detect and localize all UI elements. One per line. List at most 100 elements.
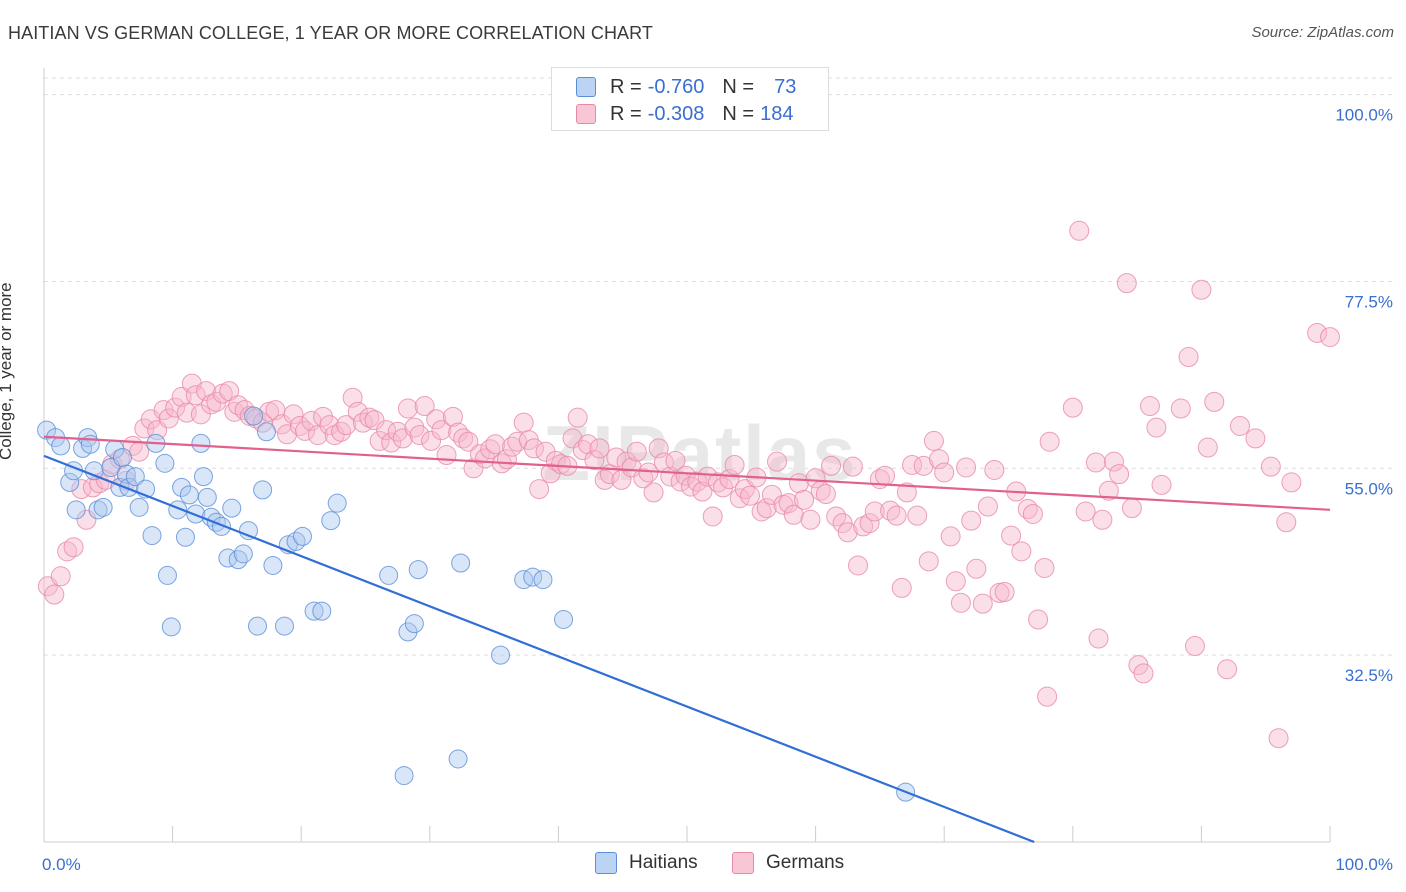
bottom-legend-haitians: Haitians	[595, 852, 698, 874]
german-point	[421, 430, 442, 451]
german-point	[295, 420, 316, 441]
german-point	[994, 582, 1015, 603]
german-point	[1170, 398, 1191, 419]
german-point	[984, 459, 1005, 480]
german-point	[577, 434, 598, 455]
german-point	[848, 555, 869, 576]
german-point	[414, 396, 435, 417]
german-point	[409, 425, 430, 446]
haitians-legend-label: Haitians	[629, 852, 698, 873]
haitian-point	[491, 645, 511, 665]
haitian-point	[179, 485, 199, 505]
trend-lines	[43, 435, 1331, 844]
german-point	[1085, 452, 1106, 473]
stats-legend: R = -0.760 N = 73 R = -0.308 N = 184	[551, 67, 829, 131]
german-point	[989, 582, 1010, 603]
german-point	[319, 415, 340, 436]
german-point	[44, 584, 65, 605]
german-point	[956, 457, 977, 478]
german-point	[724, 454, 745, 475]
german-point	[886, 505, 907, 526]
german-point	[1001, 525, 1022, 546]
german-point	[224, 401, 245, 422]
german-point	[1092, 509, 1113, 530]
axes	[43, 68, 1331, 843]
y-tick-label: 32.5%	[1345, 666, 1393, 685]
german-point	[550, 454, 571, 475]
haitian-point	[244, 406, 264, 426]
haitian-point	[191, 433, 211, 453]
haitian-point	[233, 544, 253, 564]
haitians-n-value: 73	[774, 75, 797, 98]
germans-r-value: -0.308	[647, 102, 705, 125]
german-point	[961, 510, 982, 531]
german-point	[842, 456, 863, 477]
haitian-point	[394, 766, 414, 786]
german-point	[529, 479, 550, 500]
german-point	[687, 471, 708, 492]
german-point	[1260, 456, 1281, 477]
german-point	[1146, 417, 1167, 438]
german-point	[606, 447, 627, 468]
german-point	[1245, 428, 1266, 449]
haitian-point	[404, 614, 424, 634]
y-tick-label: 77.5%	[1345, 292, 1393, 311]
bottom-legend: Haitians Germans	[0, 852, 1406, 878]
haitian-point	[554, 609, 574, 629]
german-point	[1320, 327, 1340, 348]
haitian-point	[193, 467, 213, 487]
haitian-point	[238, 521, 258, 541]
haitian-point	[379, 565, 399, 585]
haitian-point	[222, 498, 242, 518]
german-point	[697, 466, 718, 487]
german-point	[1217, 659, 1238, 680]
german-point	[767, 451, 788, 472]
german-point	[837, 522, 858, 543]
german-point	[902, 454, 923, 475]
german-point	[1062, 397, 1083, 418]
german-point	[1034, 557, 1055, 578]
german-point	[929, 449, 950, 470]
haitian-point	[211, 516, 231, 536]
german-point	[436, 445, 457, 466]
german-point	[1184, 636, 1205, 657]
german-point	[442, 406, 463, 427]
haitian-point	[292, 526, 312, 546]
german-point	[271, 414, 292, 435]
germans-trend-line	[43, 435, 1331, 511]
german-point	[307, 425, 328, 446]
german-point	[584, 450, 605, 470]
haitian-point	[119, 477, 139, 497]
german-point	[324, 425, 345, 446]
x-tick-label-min: 0.0%	[42, 855, 81, 874]
german-point	[1281, 472, 1302, 493]
german-point	[129, 441, 150, 462]
german-point	[513, 412, 534, 433]
german-point	[185, 385, 206, 406]
german-point	[805, 468, 826, 489]
german-point	[1133, 663, 1154, 684]
german-point	[896, 482, 917, 503]
grid-lines	[44, 77, 1396, 656]
german-point	[426, 409, 447, 430]
tick-labels: 32.5% 55.0% 77.5% 100.0% 0.0% 100.0%	[42, 106, 1393, 874]
german-point	[158, 408, 179, 429]
y-axis-label: College, 1 year or more	[0, 282, 15, 460]
haitians-r-label: R =	[610, 75, 642, 98]
haitian-point	[197, 487, 217, 507]
haitians-points	[37, 406, 916, 802]
german-point	[934, 462, 955, 483]
haitian-point	[66, 500, 86, 520]
german-point	[458, 431, 479, 452]
haitians-legend-swatch	[595, 852, 617, 874]
german-point	[945, 571, 966, 592]
german-point	[1037, 686, 1058, 707]
legend-row-germans: R = -0.308 N = 184	[576, 101, 793, 127]
haitian-point	[112, 448, 132, 468]
haitian-point	[129, 497, 149, 517]
german-point	[1121, 498, 1142, 519]
haitian-point	[286, 531, 306, 551]
german-point	[1197, 437, 1218, 458]
german-point	[940, 526, 961, 547]
